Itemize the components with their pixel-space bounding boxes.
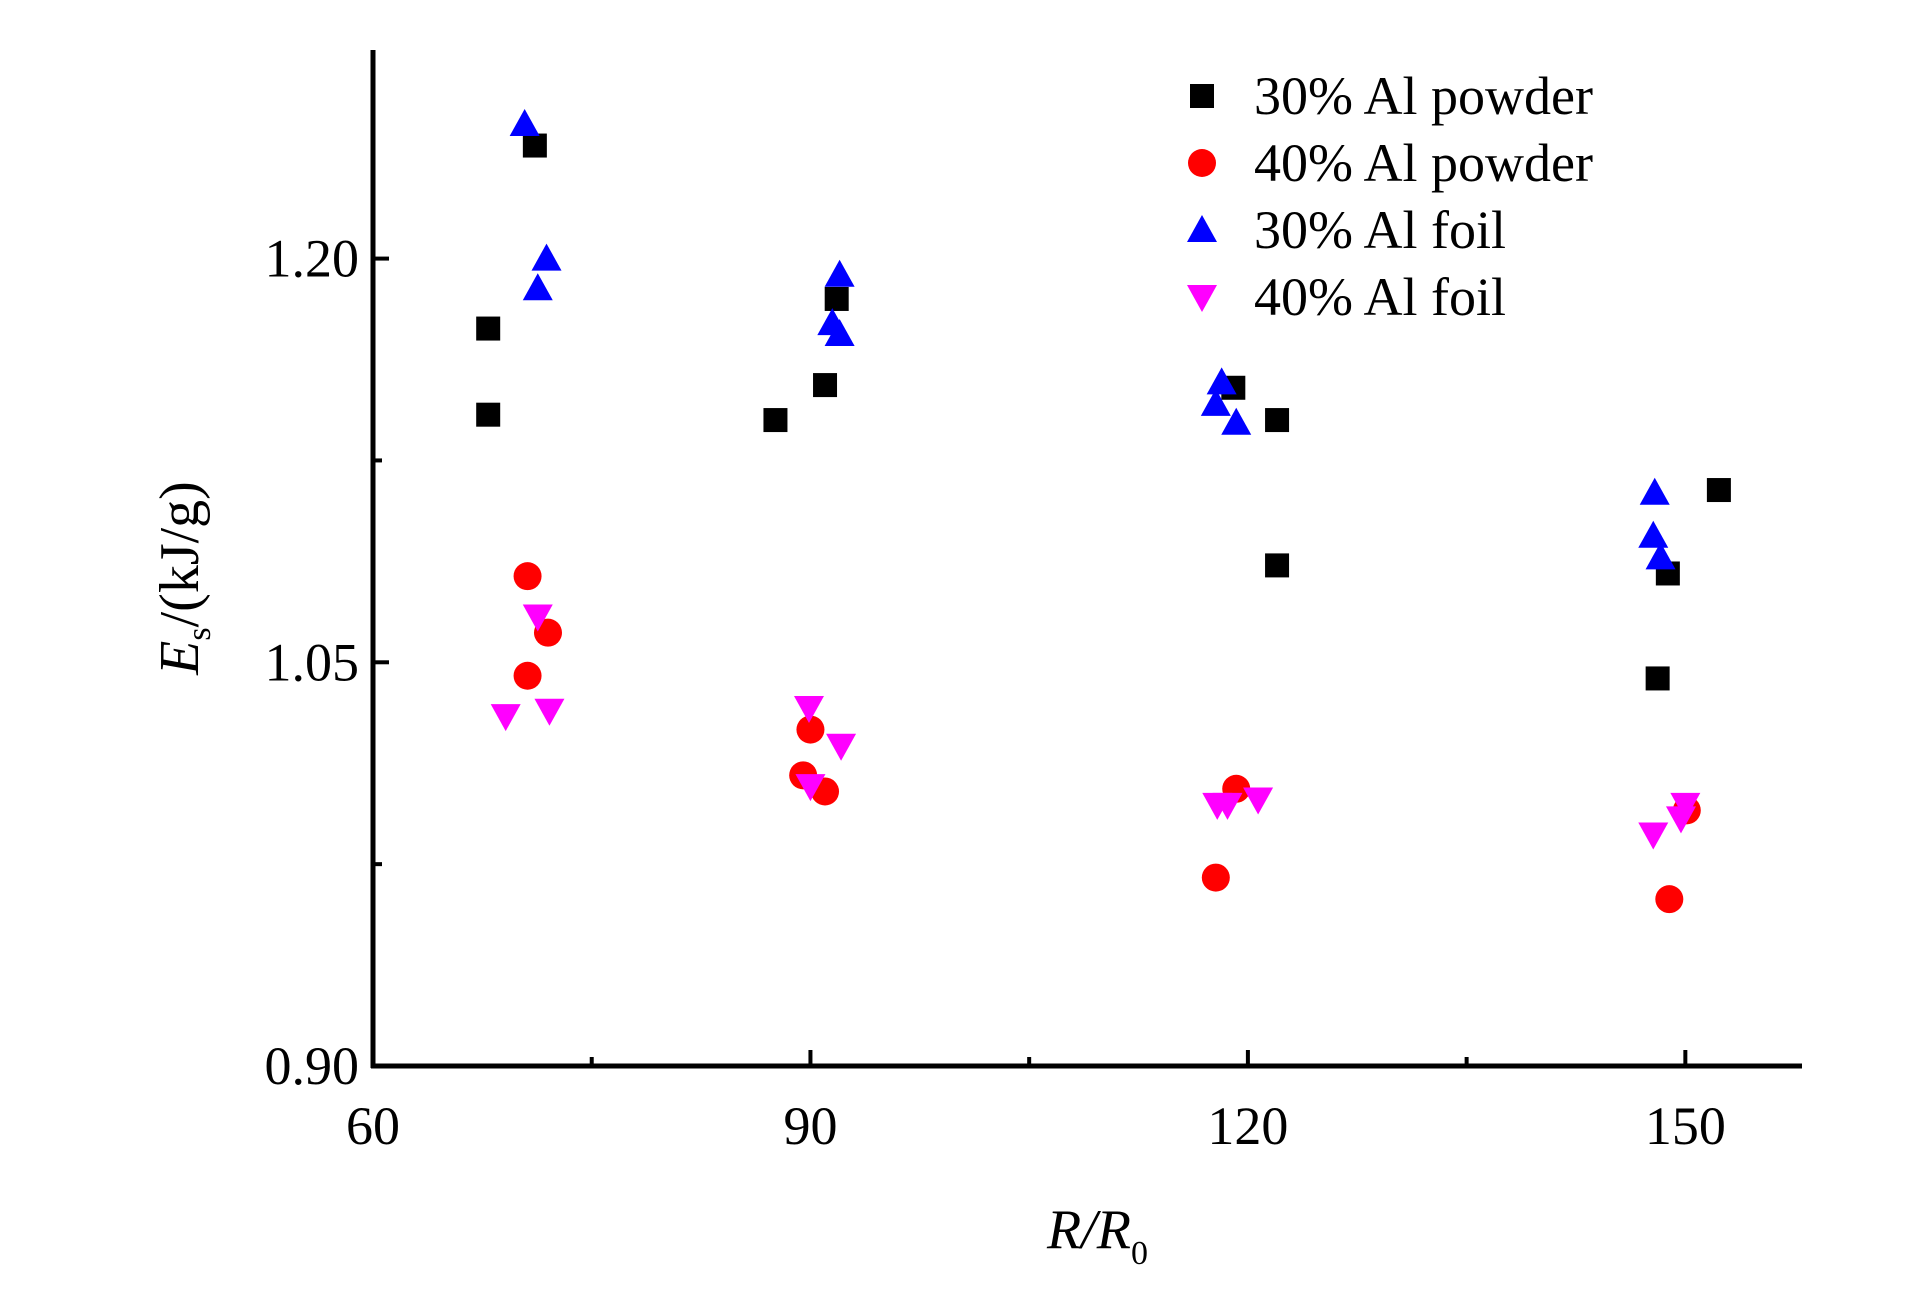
data-point	[523, 134, 547, 158]
data-point	[826, 734, 856, 761]
data-point	[1265, 553, 1289, 577]
scatter-chart: 60 90 120 150 0.90 1.05 1.20 R/R0 Es/(kJ/g) 3…	[0, 0, 1923, 1299]
legend-marker	[1190, 84, 1214, 108]
data-point	[1638, 823, 1668, 850]
data-point	[825, 260, 855, 287]
legend-marker	[1188, 149, 1216, 177]
legend-marker	[1187, 285, 1217, 312]
legend-entry: 30% Al foil	[1187, 200, 1506, 260]
x-tick-label: 150	[1645, 1096, 1726, 1156]
data-point	[1646, 666, 1670, 690]
x-axis-title: R/R0	[1046, 1199, 1148, 1272]
x-tick-label: 90	[783, 1096, 837, 1156]
data-points	[476, 109, 1731, 913]
y-tick-label: 1.20	[265, 229, 360, 289]
y-ticks: 0.90 1.05 1.20	[265, 229, 390, 1096]
data-point	[534, 699, 564, 726]
legend-label: 30% Al foil	[1254, 200, 1506, 260]
legend-marker	[1187, 215, 1217, 242]
axes	[371, 50, 1802, 1068]
data-point	[476, 403, 500, 427]
legend-label: 40% Al foil	[1254, 267, 1506, 327]
y-axis-title: Es/(kJ/g)	[149, 481, 218, 676]
data-point	[1707, 478, 1731, 502]
series-40-al-powder	[514, 562, 1701, 913]
data-point	[514, 662, 542, 690]
data-point	[1265, 408, 1289, 432]
y-tick-label: 1.05	[265, 632, 360, 692]
data-point	[523, 273, 553, 300]
y-tick-label: 0.90	[265, 1036, 360, 1096]
legend-entry: 40% Al powder	[1188, 133, 1593, 193]
data-point	[510, 109, 540, 136]
data-point	[514, 562, 542, 590]
legend-entry: 40% Al foil	[1187, 267, 1506, 327]
x-tick-label: 120	[1207, 1096, 1288, 1156]
data-point	[1638, 521, 1668, 548]
data-point	[532, 244, 562, 271]
data-point	[1640, 478, 1670, 505]
legend-label: 30% Al powder	[1254, 66, 1593, 126]
data-point	[476, 317, 500, 341]
series-30-al-powder	[476, 134, 1731, 691]
data-point	[1202, 864, 1230, 892]
x-tick-label: 60	[346, 1096, 400, 1156]
data-point	[813, 373, 837, 397]
data-point	[763, 408, 787, 432]
series-40-al-foil	[491, 605, 1701, 850]
data-point	[1655, 885, 1683, 913]
data-point	[491, 704, 521, 731]
legend-label: 40% Al powder	[1254, 133, 1593, 193]
data-point	[825, 287, 849, 311]
legend-entry: 30% Al powder	[1190, 66, 1593, 126]
data-point	[1243, 788, 1273, 815]
legend: 30% Al powder 40% Al powder 30% Al foil 40%…	[1187, 66, 1593, 327]
